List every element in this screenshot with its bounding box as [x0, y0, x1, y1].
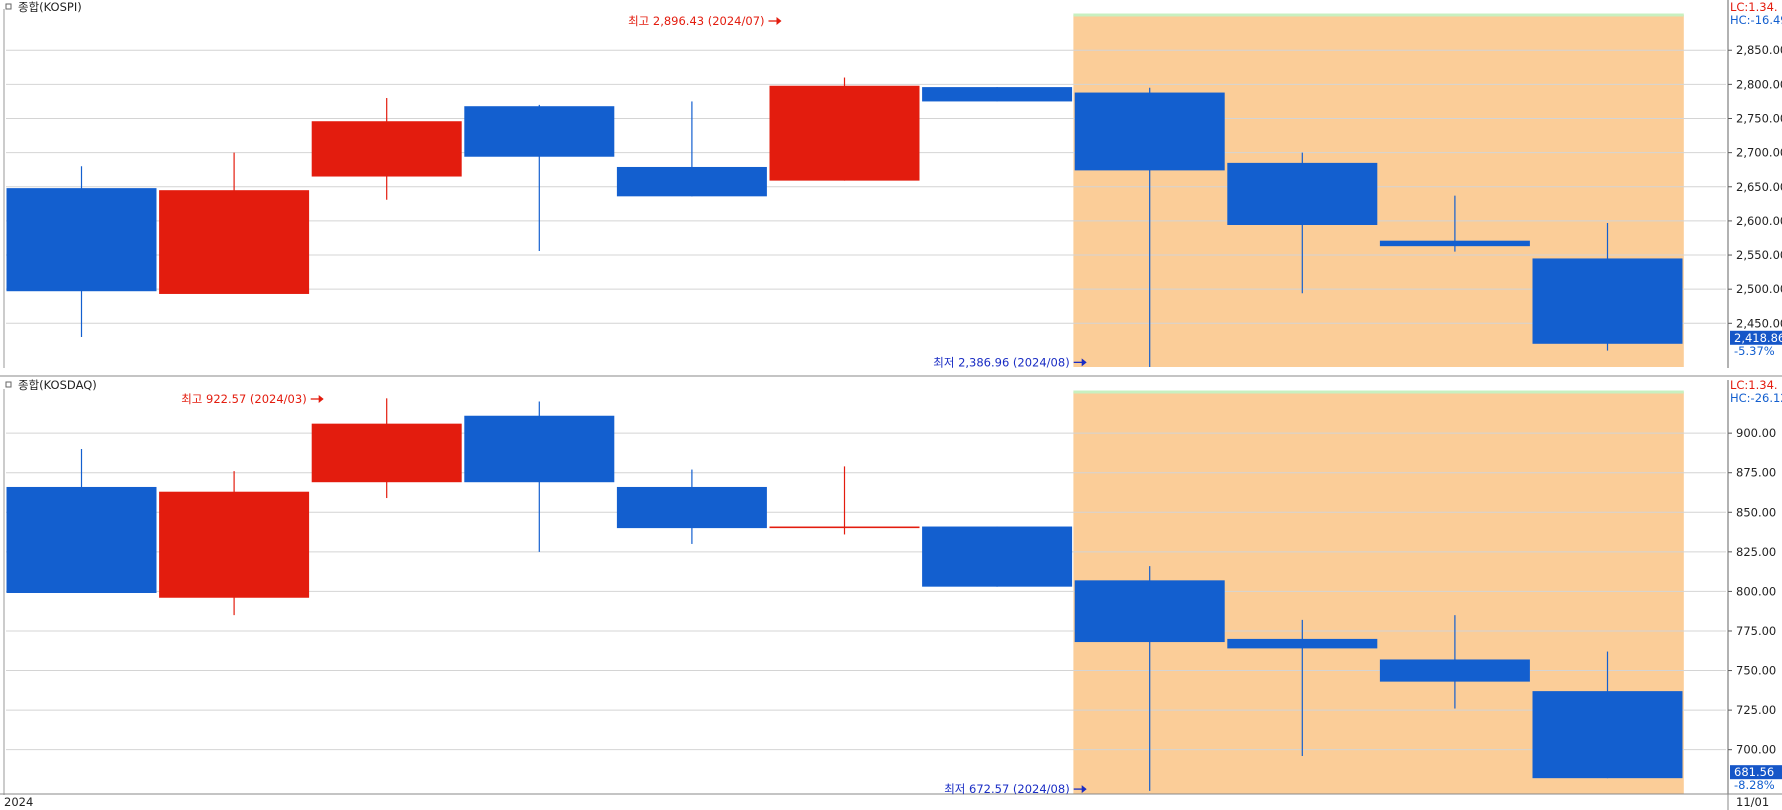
- annotation-arrow-head: [318, 395, 324, 403]
- y-tick-label: 875.00: [1736, 466, 1776, 480]
- y-tick-label: 725.00: [1736, 703, 1776, 717]
- last-value-label: 681.56: [1734, 765, 1774, 779]
- y-tick-label: 2,600.00: [1736, 214, 1782, 228]
- annotation-label: 최고 922.57 (2024/03): [181, 392, 306, 406]
- annotation-label: 최저 2,386.96 (2024/08): [933, 355, 1069, 369]
- candle-body: [159, 190, 310, 294]
- candle-body: [311, 423, 462, 483]
- candle-body: [616, 166, 767, 197]
- change-label: -5.37%: [1734, 344, 1775, 358]
- y-tick-label: 900.00: [1736, 426, 1776, 440]
- y-tick-label: 2,650.00: [1736, 180, 1782, 194]
- candle-body: [464, 106, 615, 157]
- y-tick-label: 2,750.00: [1736, 112, 1782, 126]
- annotation-arrow-head: [1081, 358, 1087, 367]
- candles-layer: [6, 77, 1683, 791]
- candle-body: [922, 87, 1073, 102]
- panel-title: 종합(KOSDAQ): [18, 378, 97, 392]
- candle-body: [6, 188, 157, 292]
- last-value-badge: [1730, 765, 1782, 780]
- change-label: -8.28%: [1734, 778, 1775, 792]
- candle-body: [769, 526, 920, 529]
- annotation-arrow-head: [776, 17, 782, 25]
- candle-body: [464, 415, 615, 483]
- candle-body: [6, 486, 157, 593]
- y-tick-label: 2,700.00: [1736, 146, 1782, 160]
- candle-body: [922, 526, 1073, 587]
- candle-body: [1074, 580, 1225, 643]
- annotation-arrow-head: [1081, 785, 1087, 794]
- y-tick-label: 2,500.00: [1736, 282, 1782, 296]
- labels-layer: 2,450.00 2,500.00 2,550.00 2,600.00 2,650.00…: [4, 0, 1782, 809]
- candle-body: [311, 121, 462, 177]
- panel-box-icon: [5, 3, 12, 10]
- y-tick-label: 850.00: [1736, 505, 1776, 519]
- annotation-label: 최저 672.57 (2024/08): [944, 782, 1069, 796]
- candle-body: [1074, 92, 1225, 171]
- y-tick-label: 700.00: [1736, 743, 1776, 757]
- y-tick-label: 825.00: [1736, 545, 1776, 559]
- lc-label: LC:1.34.: [1730, 0, 1778, 14]
- candle-body: [1379, 240, 1530, 247]
- annotation-label: 최고 2,896.43 (2024/07): [628, 14, 764, 28]
- y-tick-label: 2,800.00: [1736, 77, 1782, 91]
- y-tick-label: 2,550.00: [1736, 248, 1782, 262]
- lc-label: LC:1.34.: [1730, 378, 1778, 392]
- candle-body: [1379, 659, 1530, 682]
- hc-label: HC:-16.49: [1730, 13, 1782, 27]
- y-tick-label: 2,850.00: [1736, 43, 1782, 57]
- last-value-badge: [1730, 330, 1782, 345]
- hc-label: HC:-26.12: [1730, 391, 1782, 405]
- y-tick-label: 775.00: [1736, 624, 1776, 638]
- y-tick-label: 2,450.00: [1736, 316, 1782, 330]
- last-value-label: 2,418.86: [1734, 331, 1782, 345]
- panel-box-icon: [5, 381, 12, 388]
- candle-body: [616, 486, 767, 529]
- y-tick-label: 750.00: [1736, 664, 1776, 678]
- candle-body: [1532, 691, 1683, 779]
- y-tick-label: 800.00: [1736, 584, 1776, 598]
- x-axis-year-label: 2024: [4, 795, 33, 809]
- candle-body: [159, 491, 310, 598]
- candle-body: [1227, 162, 1378, 225]
- x-axis-date-label: 11/01: [1736, 795, 1769, 809]
- candle-body: [769, 85, 920, 181]
- candle-body: [1532, 258, 1683, 344]
- candle-body: [1227, 638, 1378, 649]
- panel-title: 종합(KOSPI): [18, 0, 82, 14]
